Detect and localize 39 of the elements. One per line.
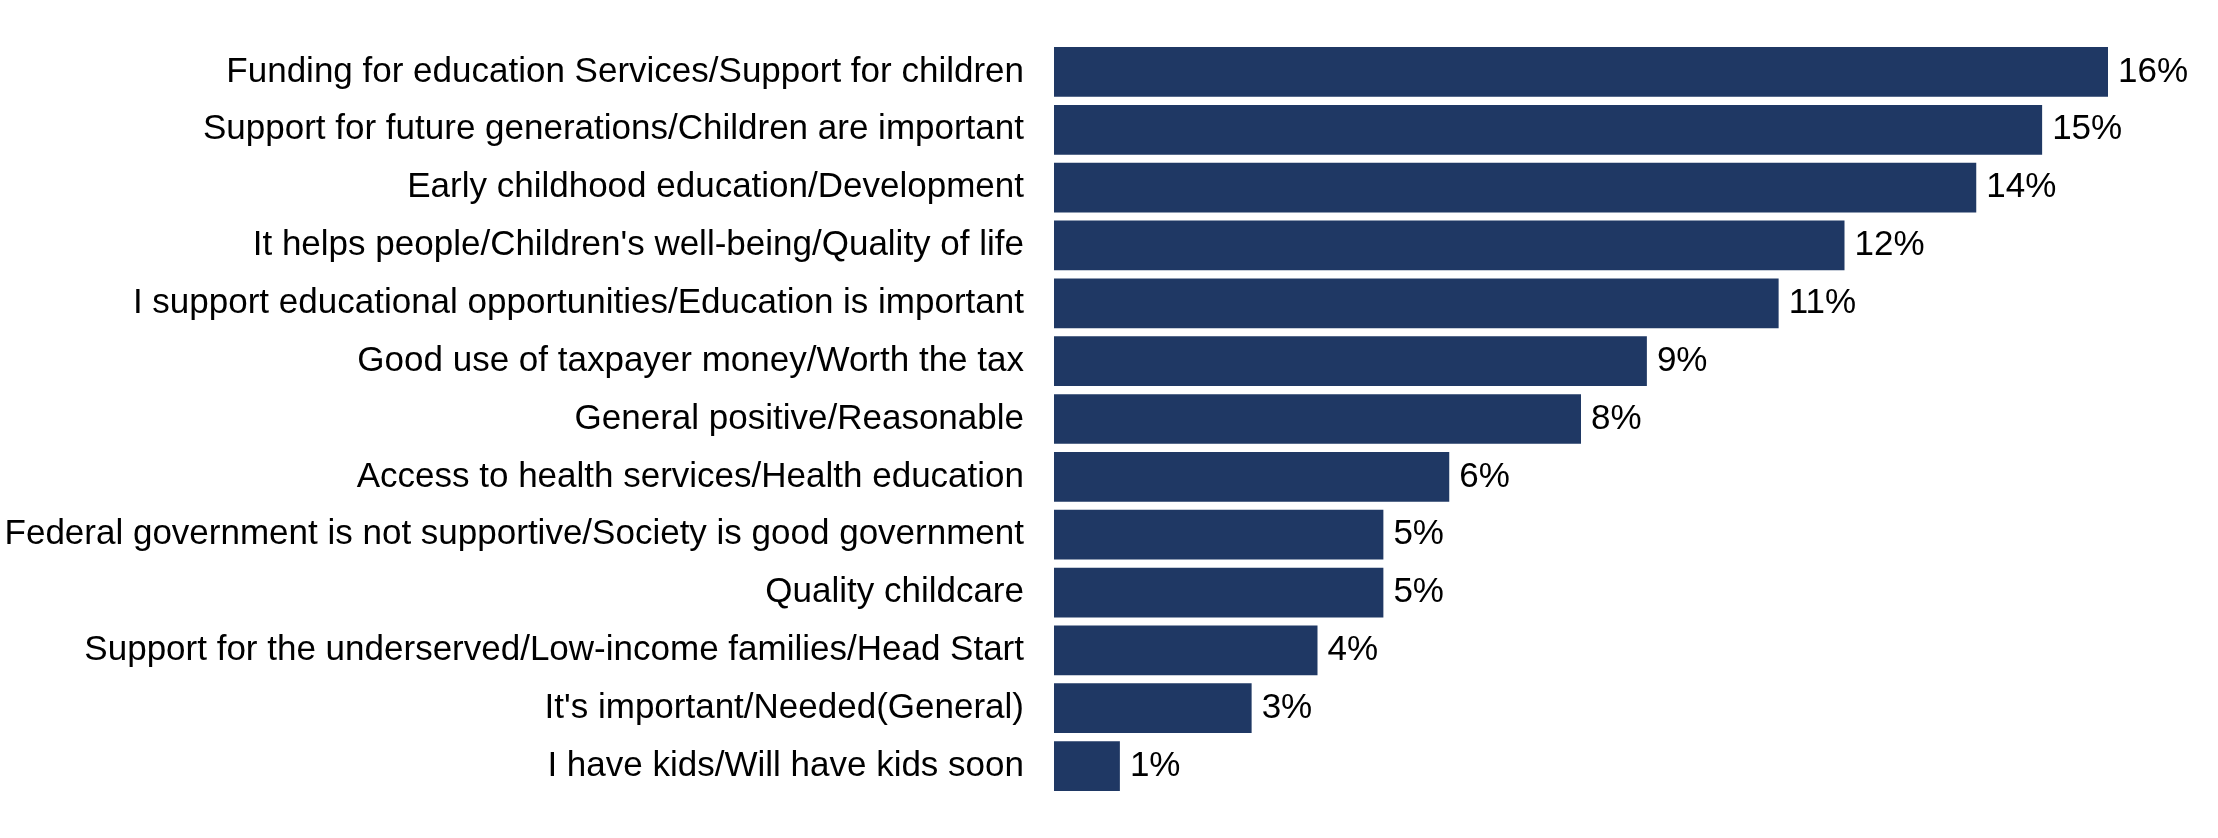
- data-label: 9%: [1656, 338, 1708, 378]
- data-label: 14%: [1986, 165, 2057, 205]
- y-tick-label: Access to health services/Health education: [356, 454, 1024, 494]
- bar: [1054, 509, 1384, 560]
- data-label: 5%: [1393, 570, 1444, 610]
- bar: [1054, 104, 2043, 155]
- data-label: 8%: [1591, 396, 1642, 436]
- bar: [1054, 220, 1845, 271]
- bar: [1054, 741, 1120, 791]
- data-label: 1%: [1129, 743, 1181, 783]
- y-tick-label: It helps people/Children's well-being/Quality of life: [252, 223, 1024, 263]
- data-label: 6%: [1459, 454, 1510, 494]
- y-tick-label: I support educational opportunities/Education is important: [132, 280, 1025, 320]
- y-tick-label: I have kids/Will have kids soon: [547, 743, 1024, 783]
- y-tick-label: Funding for education Services/Support for children: [226, 49, 1024, 89]
- bar: [1054, 47, 2108, 97]
- data-label: 11%: [1788, 280, 1857, 320]
- y-tick-label: Support for the underserved/Low-income families/Head Start: [84, 628, 1025, 668]
- data-label: 3%: [1261, 685, 1313, 725]
- bar: [1054, 394, 1581, 444]
- y-tick-label: Quality childcare: [765, 570, 1024, 610]
- bar: [1054, 162, 1977, 213]
- y-tick-label: Support for future generations/Children are important: [202, 107, 1025, 147]
- bar: [1054, 336, 1647, 387]
- y-tick-label: General positive/Reasonable: [574, 396, 1024, 436]
- data-label: 16%: [2118, 49, 2189, 89]
- bar: [1054, 625, 1318, 676]
- y-tick-label: It's important/Needed(General): [544, 685, 1024, 725]
- bar: [1054, 683, 1252, 734]
- bar: [1054, 451, 1450, 502]
- y-tick-label: Federal government is not supportive/Society is good government: [4, 512, 1025, 552]
- y-tick-label: Good use of taxpayer money/Worth the tax: [357, 338, 1025, 378]
- data-label: 5%: [1393, 512, 1444, 552]
- data-label: 15%: [2052, 107, 2123, 147]
- data-label: 12%: [1854, 223, 1925, 263]
- bar: [1054, 567, 1384, 618]
- y-tick-label: Early childhood education/Development: [407, 165, 1025, 205]
- bar: [1054, 278, 1779, 329]
- data-label: 4%: [1327, 628, 1379, 668]
